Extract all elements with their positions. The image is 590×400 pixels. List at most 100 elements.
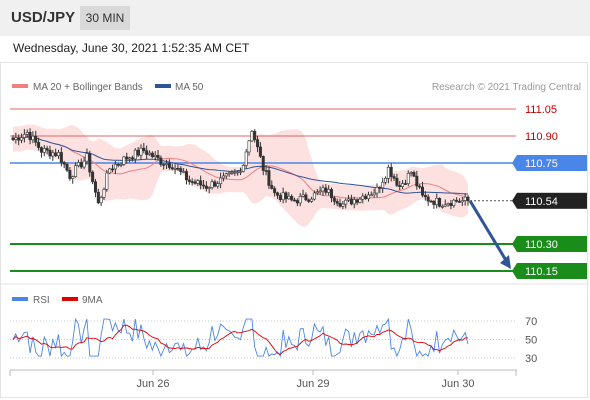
candle [295, 198, 299, 207]
candle [59, 147, 63, 167]
level-tag-bg [517, 155, 587, 171]
candle [125, 152, 129, 164]
candle [159, 155, 163, 167]
level-text: 110.54 [525, 196, 558, 208]
candle [267, 166, 271, 189]
candle [51, 149, 55, 161]
candle [167, 159, 171, 170]
candle [156, 150, 160, 161]
level-tag-bg [517, 263, 587, 279]
price-level-labels: 111.05 110.90 110.75 110.54 110.30 110.15 [512, 104, 587, 279]
candle [105, 169, 109, 192]
candle [409, 171, 413, 177]
candle [241, 164, 245, 173]
credit-label: Research © 2021 Trading Central [432, 82, 581, 93]
candle [153, 151, 157, 161]
candle [250, 130, 254, 143]
candle [347, 194, 351, 203]
candle [455, 197, 459, 203]
candle [438, 197, 442, 208]
level-label-110.90: 110.90 [525, 131, 558, 143]
candle [130, 155, 134, 162]
candle [284, 191, 288, 203]
candle [312, 190, 316, 201]
candle [213, 179, 217, 188]
candle [102, 187, 106, 201]
candle [170, 164, 174, 171]
chart-header: USD/JPY 30 MIN [0, 0, 590, 36]
candle [85, 148, 89, 165]
candle [116, 163, 120, 168]
level-tag-notch [512, 192, 517, 209]
rsi-legend-label: RSI [33, 295, 50, 306]
ma50-legend-label: MA 50 [175, 82, 204, 93]
candle [389, 163, 393, 182]
candle [145, 145, 149, 160]
level-text: 110.30 [525, 239, 558, 251]
candle [278, 192, 282, 202]
candle [162, 162, 166, 170]
candle [415, 170, 419, 190]
candle [395, 173, 399, 188]
candle [76, 159, 80, 168]
candle [341, 200, 345, 210]
candle [179, 166, 183, 175]
level-tag-bg [517, 236, 587, 252]
candle [136, 147, 140, 158]
candle [207, 186, 211, 194]
candle [335, 198, 339, 207]
rsi-line [12, 317, 469, 358]
candle [332, 195, 336, 206]
arrow-head [500, 255, 511, 269]
candle [17, 134, 21, 146]
candle [457, 198, 461, 203]
rsi-ma-line [12, 324, 468, 355]
candle [150, 151, 154, 159]
candle [349, 194, 353, 206]
rsi-tick-70: 70 [525, 316, 537, 328]
symbol-label: USD/JPY [11, 9, 76, 26]
candle [412, 170, 416, 178]
candle [324, 183, 328, 195]
candle [361, 193, 365, 204]
candle [281, 187, 285, 204]
candle [56, 149, 60, 159]
candle [14, 132, 18, 144]
candle [122, 155, 126, 166]
candle [432, 200, 436, 209]
candle [369, 191, 373, 197]
candle [202, 179, 206, 189]
candle [193, 179, 197, 185]
candle [176, 164, 180, 171]
candle [344, 198, 348, 209]
candle [11, 135, 15, 142]
candle [91, 170, 95, 185]
candle [418, 184, 422, 190]
timeframe-badge[interactable]: 30 MIN [80, 6, 130, 30]
level-label-110.30: 110.30 [512, 236, 587, 252]
candle [318, 186, 322, 195]
candle [34, 130, 38, 147]
candle [275, 191, 279, 200]
candle [28, 128, 32, 145]
candle [398, 180, 402, 191]
candle [304, 192, 308, 202]
candle [71, 175, 75, 184]
rsi-ma-legend-swatch [62, 297, 78, 301]
candle [429, 199, 433, 203]
candle [352, 196, 356, 209]
rsi-panel: 70 50 30 [10, 316, 537, 365]
candle [384, 176, 388, 185]
candle [247, 139, 251, 156]
candle [386, 164, 390, 184]
candle [355, 198, 359, 206]
candle [221, 172, 225, 182]
candle [460, 197, 464, 206]
candle [182, 168, 186, 174]
candle [270, 180, 274, 190]
forecast-arrow [468, 200, 511, 269]
candle [401, 180, 405, 190]
candle [199, 175, 203, 190]
level-tag-notch [512, 155, 517, 171]
candle [39, 146, 43, 158]
